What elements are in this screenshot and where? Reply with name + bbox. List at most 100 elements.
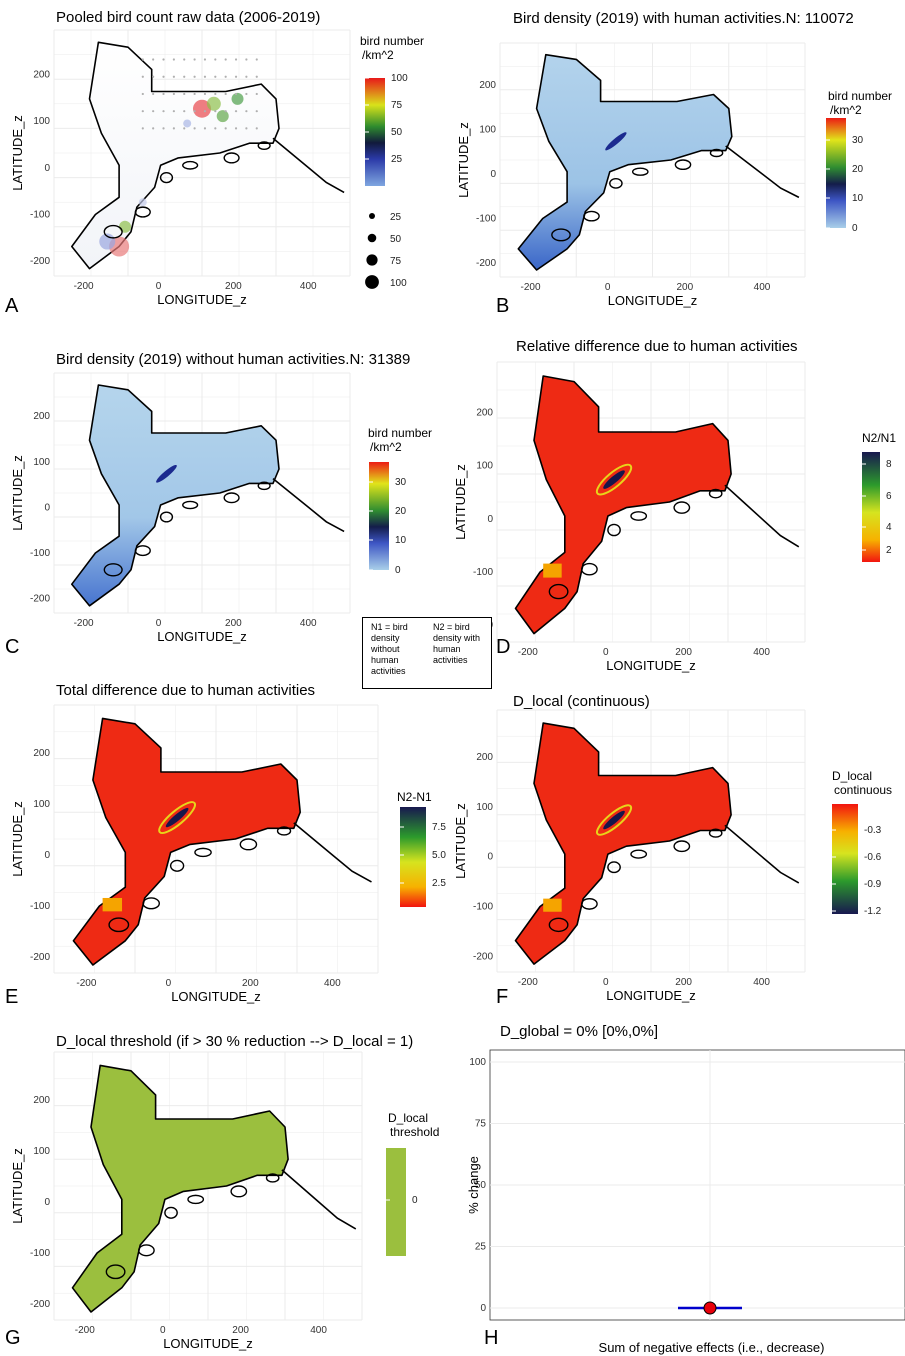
- legend-tick-label: 10: [852, 193, 864, 204]
- hotspot-ring: [158, 801, 197, 835]
- survey-point: [203, 110, 207, 113]
- hotspot: [603, 810, 625, 830]
- y-tick-label: 200: [33, 411, 50, 422]
- survey-point: [162, 58, 165, 61]
- survey-point: [152, 92, 155, 96]
- survey-point: [214, 75, 217, 78]
- x-tick-label: 200: [675, 647, 692, 658]
- y-tick-label: 0: [487, 852, 493, 863]
- x-tick-label: 400: [324, 978, 341, 989]
- legend-tick-label: 30: [395, 477, 407, 488]
- legend-title: D_local: [388, 1111, 428, 1125]
- x-axis-label: LONGITUDE_z: [608, 293, 698, 308]
- panel-F: -200 0 200 400 200 100 0 -100 -200 D_local (conti…: [453, 693, 892, 1008]
- survey-point: [214, 127, 217, 130]
- survey-point: [234, 127, 238, 130]
- panel-letter: H: [484, 1327, 498, 1349]
- x-axis-label: Sum of negative effects (i.e., decrease): [599, 1340, 825, 1355]
- survey-point: [183, 92, 186, 96]
- island-outline: [103, 224, 123, 239]
- y-tick-label: -200: [476, 258, 496, 269]
- patch: [543, 898, 562, 912]
- x-tick-label: -200: [518, 977, 538, 988]
- size-legend-dot: [369, 213, 375, 219]
- count-point: [119, 220, 132, 233]
- legend-title: /km^2: [830, 103, 862, 117]
- y-tick-label: 200: [476, 407, 493, 418]
- legend-colorbar: [365, 78, 385, 186]
- survey-point: [245, 58, 248, 61]
- size-legend-label: 25: [390, 212, 402, 223]
- legend-tick-label: 5.0: [432, 850, 446, 861]
- y-tick-label: 100: [479, 125, 496, 136]
- survey-point: [162, 127, 165, 130]
- survey-point: [193, 75, 196, 78]
- island-outline: [142, 897, 160, 910]
- y-tick-label: 200: [479, 80, 496, 91]
- survey-point: [162, 75, 165, 78]
- legend-title: N2/N1: [862, 431, 896, 445]
- study-region: [514, 375, 732, 635]
- survey-point: [141, 75, 144, 78]
- legend-colorbar: [400, 807, 426, 907]
- panel-G: -200 0 200 400 200 100 0 -100 -200 D_local thresh…: [5, 1033, 439, 1351]
- river-line: [725, 145, 800, 199]
- legend-tick-label: 100: [391, 73, 408, 84]
- island-outline: [265, 1173, 280, 1183]
- island-outline: [257, 141, 271, 151]
- survey-point: [193, 127, 196, 130]
- island-outline: [239, 838, 258, 851]
- size-legend-dot: [365, 275, 379, 289]
- panel-letter: C: [5, 636, 19, 658]
- island-outline: [708, 828, 723, 838]
- y-tick-label: -200: [30, 952, 50, 963]
- survey-point: [245, 127, 248, 130]
- survey-point: [255, 110, 258, 113]
- survey-point: [224, 110, 227, 113]
- x-tick-label: 0: [603, 647, 609, 658]
- hotspot: [605, 132, 627, 151]
- survey-point: [214, 110, 217, 113]
- island-outline: [673, 840, 691, 853]
- size-legend-dot: [366, 254, 378, 266]
- y-tick-label: 0: [44, 502, 50, 513]
- y-axis-label: LATITUDE_z: [453, 464, 468, 540]
- island-outline: [230, 1185, 248, 1198]
- study-region: [71, 384, 280, 607]
- legend-tick-label: 20: [852, 164, 864, 175]
- hotspot: [603, 470, 625, 489]
- island-outline: [581, 897, 598, 910]
- y-tick-label: 100: [476, 461, 493, 472]
- river-line: [272, 477, 345, 533]
- river-line: [724, 484, 800, 548]
- island-outline: [159, 171, 174, 184]
- x-tick-label: 200: [675, 977, 692, 988]
- y-tick-label: -200: [30, 1299, 50, 1310]
- island-outline: [223, 492, 240, 504]
- survey-point: [203, 58, 207, 61]
- y-tick-label: -100: [473, 902, 493, 913]
- survey-point: [255, 58, 258, 61]
- survey-point: [203, 75, 207, 78]
- island-outline: [630, 849, 648, 859]
- x-tick-label: -200: [520, 282, 540, 293]
- x-tick-label: 0: [160, 1325, 166, 1336]
- survey-point: [255, 92, 258, 96]
- x-tick-label: 400: [310, 1325, 327, 1336]
- island-outline: [709, 148, 724, 158]
- island-outline: [607, 523, 621, 537]
- legend-title: bird number: [368, 426, 432, 440]
- y-tick-label: -100: [30, 901, 50, 912]
- y-axis-label: LATITUDE_z: [10, 455, 25, 531]
- x-axis-label: LONGITUDE_z: [606, 658, 696, 673]
- island-outline: [137, 1244, 155, 1257]
- legend-title: bird number: [828, 89, 892, 103]
- size-legend-label: 75: [390, 256, 402, 267]
- legend-tick-label: 0: [412, 1195, 418, 1206]
- legend-tick-label: 6: [886, 491, 892, 502]
- island-outline: [581, 562, 598, 576]
- x-axis-label: LONGITUDE_z: [606, 988, 696, 1003]
- survey-point: [183, 127, 186, 130]
- legend-title: continuous: [834, 783, 892, 797]
